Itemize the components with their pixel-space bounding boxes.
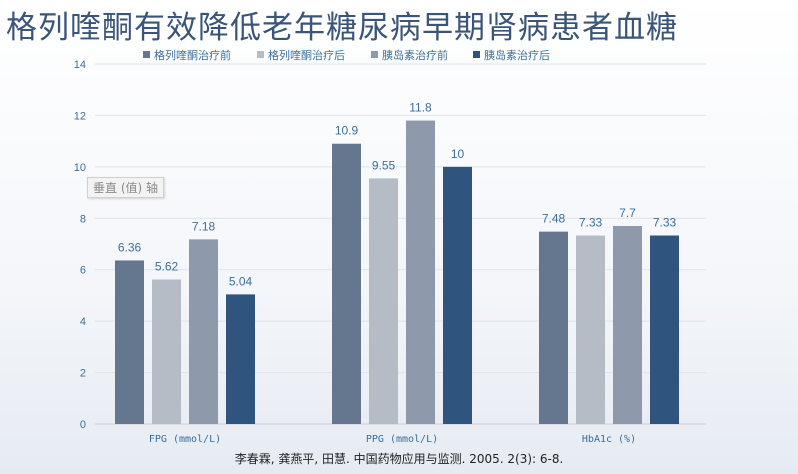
bar: [369, 178, 398, 424]
data-label: 7.48: [542, 212, 566, 226]
bar: [115, 260, 144, 424]
data-label: 11.8: [409, 101, 432, 115]
legend-swatch: [371, 51, 378, 58]
bar: [539, 231, 568, 424]
page-title: 格列喹酮有效降低老年糖尿病早期肾病患者血糖: [6, 10, 678, 46]
axis-tooltip: 垂直 (值) 轴: [87, 177, 164, 198]
legend-label: 格列喹酮治疗后: [268, 48, 345, 62]
bars: [115, 120, 679, 425]
data-label: 7.33: [653, 216, 677, 230]
bar: [226, 294, 255, 424]
data-label: 10.9: [335, 124, 359, 138]
data-label: 7.18: [192, 219, 216, 233]
bar: [152, 279, 181, 424]
y-tick-label: 2: [80, 368, 86, 380]
bar: [406, 120, 435, 425]
y-tick-label: 12: [74, 110, 86, 122]
y-tick-label: 4: [80, 316, 86, 328]
y-tick-label: 6: [80, 265, 86, 277]
data-label: 6.36: [118, 240, 142, 254]
citation: 李春霖, 龚燕平, 田慧. 中国药物应用与监测. 2005. 2(3): 6-8…: [234, 452, 564, 466]
legend-label: 胰岛素治疗后: [484, 48, 550, 62]
data-labels: 6.36 5.62 7.18 5.04 10.9 9.55 11.8 10 7.48 7.33 7.…: [118, 101, 677, 289]
bar: [576, 235, 605, 424]
legend-swatch: [473, 51, 480, 58]
legend-swatch: [143, 51, 150, 58]
legend-label: 胰岛素治疗前: [382, 48, 448, 62]
x-tick-label: PPG (mmol/L): [366, 434, 438, 445]
legend: 格列喹酮治疗前 格列喹酮治疗后 胰岛素治疗前 胰岛素治疗后: [143, 48, 550, 62]
bar: [332, 143, 361, 424]
y-tick-label: 14: [74, 59, 86, 71]
bar: [650, 235, 679, 424]
data-label: 10: [451, 147, 465, 161]
data-label: 5.62: [155, 259, 179, 273]
legend-label: 格列喹酮治疗前: [154, 48, 231, 62]
x-tick-label: HbA1c (%): [582, 434, 636, 445]
bar: [613, 226, 642, 424]
x-axis-ticks: FPG (mmol/L) PPG (mmol/L) HbA1c (%): [149, 434, 636, 445]
data-label: 5.04: [229, 274, 253, 288]
x-tick-label: FPG (mmol/L): [149, 434, 221, 445]
data-label: 9.55: [372, 158, 396, 172]
data-label: 7.33: [579, 216, 603, 230]
y-tick-label: 8: [80, 213, 86, 225]
bar: [443, 166, 472, 424]
y-tick-label: 0: [80, 419, 86, 431]
legend-swatch: [257, 51, 264, 58]
y-axis-ticks: 0 2 4 6 8 10 12 14: [74, 59, 86, 431]
y-tick-label: 10: [74, 162, 86, 174]
bar: [189, 239, 218, 424]
data-label: 7.7: [619, 206, 636, 220]
